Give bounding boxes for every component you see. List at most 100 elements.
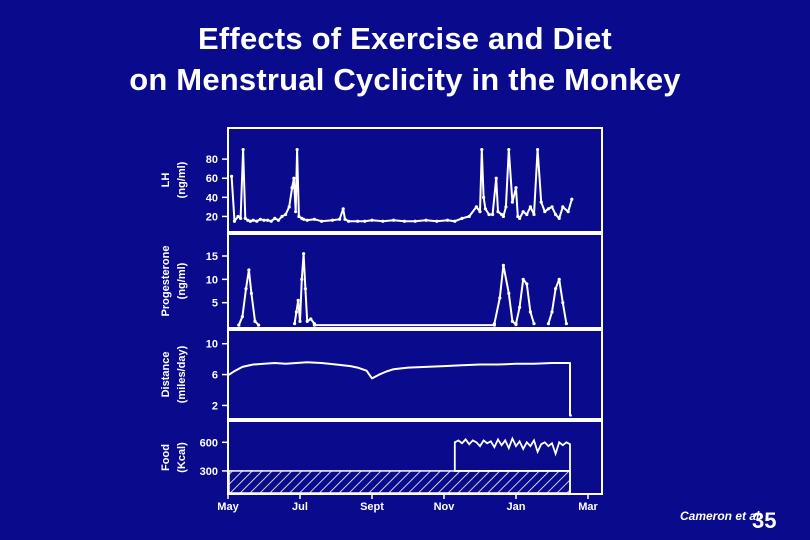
data-point-progesterone [240,315,244,319]
data-point-progesterone [546,322,551,326]
data-point-lh [320,219,324,223]
data-point-lh [413,219,417,223]
data-point-lh [266,218,270,222]
data-point-lh [251,218,255,222]
data-point-progesterone [521,277,525,281]
data-point-lh [338,217,342,221]
data-point-lh [312,217,316,221]
data-point-lh [232,219,237,223]
data-point-lh [521,210,525,214]
data-point-lh [294,210,298,214]
data-point-lh [330,218,334,222]
data-point-lh [363,219,367,223]
data-point-progesterone [510,319,514,323]
data-point-lh [561,205,565,209]
data-point-lh [295,147,299,152]
data-point-lh [424,218,428,222]
data-point-lh [528,205,533,209]
xtick-label: Jan [507,501,526,513]
data-point-lh [255,219,259,223]
data-point-lh [258,217,262,221]
data-point-progesterone [303,287,307,291]
data-point-lh [262,218,266,222]
data-point-lh [302,217,306,221]
data-point-progesterone [518,305,522,309]
panel-frame-progesterone [227,233,603,329]
panel-distance: 2 6 10 Distance (miles/day) [160,329,603,420]
data-point-lh [478,210,482,214]
data-point-lh [510,200,514,204]
data-point-lh [280,214,284,219]
data-point-lh [543,210,547,214]
data-point-progesterone [305,319,309,323]
ytick-label: 5 [212,298,218,310]
data-point-lh [276,218,280,222]
data-point-lh [236,214,240,219]
data-point-lh [474,205,478,209]
data-point-lh [546,207,551,211]
data-point-lh [290,186,294,190]
data-point-lh [292,176,296,180]
ytick-label: 60 [206,173,218,185]
data-point-lh [487,212,491,217]
data-point-progesterone [296,298,300,302]
panel-unit-progesterone: (ng/ml) [176,262,188,299]
panel-label-distance: Distance [160,352,172,398]
ytick-label: 10 [206,274,218,286]
data-point-progesterone [557,277,561,281]
ytick-label: 80 [206,154,218,166]
data-point-lh [460,216,464,220]
series-lh-0 [230,148,573,223]
data-point-lh [402,219,406,223]
panel-lh: 20 40 60 80 LH (ng/ml) [160,127,603,233]
panel-label-food: Food [160,444,172,471]
data-point-lh [305,218,309,222]
data-point-progesterone [293,322,297,326]
series-progesterone-3 [493,264,517,326]
panel-label-progesterone: Progesterone [160,246,172,317]
data-point-progesterone [492,322,496,326]
series-progesterone-1 [293,252,316,325]
panel-frame-lh [227,127,603,233]
panel-unit-distance: (miles/day) [176,345,188,403]
data-point-progesterone [550,310,554,314]
data-point-progesterone [298,319,302,323]
ytick-label: 600 [200,437,218,449]
panel-frame-distance [227,329,603,420]
citation: Cameron et al [680,509,760,523]
panel-progesterone: 5 10 15 Progesterone (ng/ml) [160,233,603,329]
data-point-progesterone [528,310,533,314]
title-line-1: Effects of Exercise and Diet [198,21,612,56]
data-point-lh [381,219,385,223]
title-line-2: on Menstrual Cyclicity in the Monkey [129,62,681,97]
data-point-progesterone [294,310,298,314]
data-point-lh [570,197,574,201]
data-point-progesterone [257,323,261,327]
data-point-progesterone [312,323,316,327]
data-point-progesterone [309,317,313,321]
xtick-label: May [217,501,239,513]
data-point-lh [356,219,360,223]
panel-unit-lh: (ng/ml) [176,161,188,198]
data-point-lh [248,219,252,223]
data-point-lh [284,212,288,217]
data-point-lh [496,210,500,214]
data-point-progesterone [244,287,248,291]
data-point-lh [507,147,511,152]
data-point-progesterone [249,291,253,295]
data-point-lh [501,214,505,219]
data-point-lh [246,218,250,222]
data-point-progesterone [514,322,518,326]
data-point-lh [550,205,554,209]
data-point-lh [287,205,291,209]
data-point-lh [491,212,495,217]
data-point-lh [532,212,536,217]
data-point-lh [536,147,540,152]
ytick-label: 40 [206,192,218,204]
data-point-lh [241,147,245,152]
data-point-lh [554,212,558,217]
data-point-lh [504,205,508,209]
data-point-lh [453,219,457,223]
data-point-progesterone [507,291,511,295]
